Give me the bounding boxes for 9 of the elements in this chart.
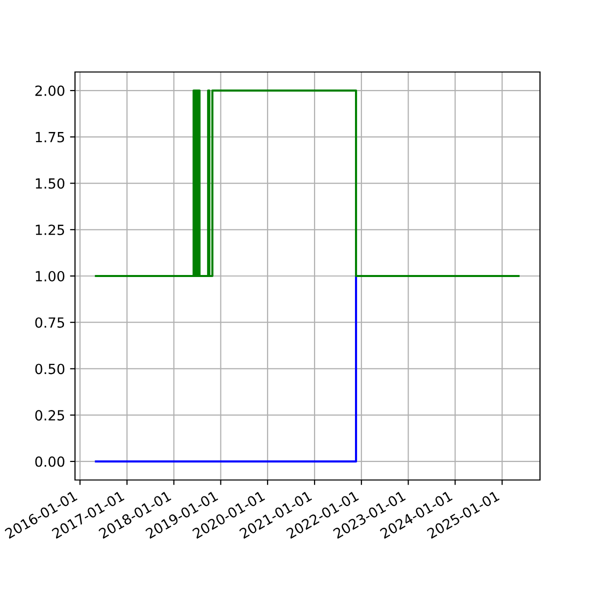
y-tick-label: 1.50 bbox=[36, 178, 64, 189]
y-tick-label: 1.00 bbox=[36, 270, 64, 282]
y-tick-label: 1.25 bbox=[36, 224, 64, 236]
y-tick-label: 0.00 bbox=[35, 456, 64, 467]
y-tick-label: 0.75 bbox=[35, 317, 64, 328]
y-tick-label: 0.25 bbox=[35, 410, 64, 421]
y-tick-label: 2.00 bbox=[35, 86, 64, 96]
y-tick-label: 0.50 bbox=[35, 364, 64, 374]
y-tick-label: 1.75 bbox=[36, 132, 64, 142]
